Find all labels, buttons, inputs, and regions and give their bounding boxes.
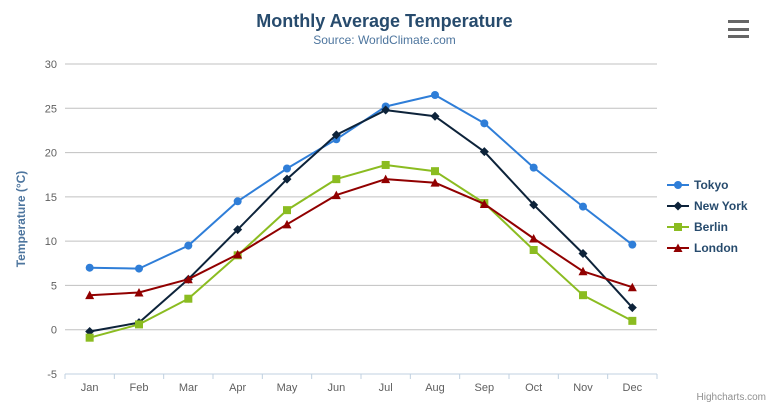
- data-point: [529, 246, 538, 254]
- legend-label: New York: [694, 198, 748, 213]
- data-point: [627, 282, 637, 292]
- legend: Tokyo New York Berlin London: [667, 174, 748, 258]
- highcharts-credits-link[interactable]: Highcharts.com: [696, 392, 766, 403]
- data-point: [135, 320, 143, 329]
- data-point: [183, 274, 193, 284]
- data-point: [529, 163, 538, 172]
- legend-marker-diamond-icon: [667, 201, 689, 210]
- data-point: [85, 290, 95, 300]
- legend-label: Berlin: [694, 219, 729, 234]
- svg-text:20: 20: [45, 148, 57, 160]
- data-point: [529, 233, 539, 243]
- data-point: [331, 130, 341, 140]
- svg-text:Aug: Aug: [425, 382, 445, 394]
- data-point: [282, 219, 292, 229]
- svg-text:Apr: Apr: [229, 382, 246, 394]
- data-point: [381, 105, 391, 115]
- legend-label: Tokyo: [694, 177, 729, 192]
- legend-item-london[interactable]: London: [667, 237, 748, 258]
- data-point: [430, 111, 440, 121]
- svg-text:30: 30: [45, 59, 57, 71]
- legend-marker-circle-icon: [667, 180, 689, 189]
- data-point: [233, 197, 242, 206]
- legend-marker-triangle-icon: [667, 243, 689, 252]
- export-menu-button[interactable]: [728, 20, 749, 38]
- data-point: [529, 200, 539, 210]
- legend-item-berlin[interactable]: Berlin: [667, 216, 748, 237]
- data-point: [233, 225, 243, 235]
- legend-item-new-york[interactable]: New York: [667, 195, 748, 216]
- svg-text:Jun: Jun: [327, 382, 345, 394]
- x-axis-labels: Jan Feb Mar Apr May Jun Jul Aug Sep Oct Nov Dec: [81, 382, 643, 394]
- data-point: [579, 202, 587, 211]
- series-new-york: [85, 105, 637, 336]
- y-gridlines: [65, 63, 657, 331]
- y-axis-title: Temperature (°C): [14, 170, 28, 268]
- svg-text:5: 5: [51, 280, 57, 292]
- data-point: [479, 147, 489, 157]
- data-point: [431, 91, 439, 99]
- hamburger-icon-bar: [728, 35, 749, 38]
- svg-text:Jan: Jan: [81, 382, 99, 394]
- data-point: [134, 288, 144, 297]
- data-point: [85, 333, 94, 342]
- legend-label: London: [694, 240, 738, 255]
- data-point: [431, 167, 439, 176]
- series-london: [85, 174, 637, 300]
- data-point: [479, 199, 489, 208]
- data-point: [282, 174, 292, 184]
- data-point: [332, 175, 341, 184]
- data-point: [578, 266, 588, 276]
- chart-subtitle: Source: WorldClimate.com: [313, 33, 456, 47]
- svg-text:Sep: Sep: [475, 382, 495, 394]
- legend-marker-square-icon: [667, 222, 689, 231]
- data-point: [135, 264, 143, 273]
- svg-text:Feb: Feb: [130, 382, 149, 394]
- svg-text:25: 25: [45, 103, 57, 115]
- svg-text:Dec: Dec: [623, 382, 643, 394]
- svg-text:10: 10: [45, 236, 57, 248]
- data-point: [331, 190, 341, 200]
- legend-item-tokyo[interactable]: Tokyo: [667, 174, 748, 195]
- hamburger-icon-bar: [728, 27, 749, 31]
- chart-title: Monthly Average Temperature: [256, 11, 513, 31]
- data-point: [628, 240, 637, 249]
- svg-text:Nov: Nov: [573, 382, 593, 394]
- data-point: [184, 241, 193, 250]
- svg-text:Mar: Mar: [179, 382, 198, 394]
- data-point: [381, 160, 390, 169]
- svg-text:Oct: Oct: [525, 382, 542, 394]
- series-tokyo: [85, 91, 637, 273]
- data-point: [283, 206, 291, 215]
- hamburger-icon-bar: [728, 20, 749, 23]
- data-point: [283, 164, 291, 173]
- y-axis-labels: -5 0 5 10 15 20 25 30: [45, 59, 57, 381]
- data-point: [430, 178, 440, 187]
- data-point: [233, 249, 243, 259]
- x-axis: [64, 373, 658, 379]
- data-point: [381, 174, 391, 184]
- svg-text:15: 15: [45, 192, 57, 204]
- data-point: [628, 316, 637, 325]
- svg-text:0: 0: [51, 325, 57, 337]
- data-point: [85, 263, 94, 272]
- svg-text:Jul: Jul: [379, 382, 393, 394]
- data-point: [627, 303, 637, 313]
- svg-text:May: May: [277, 382, 298, 394]
- data-point: [184, 294, 193, 303]
- data-point: [480, 119, 489, 128]
- svg-text:-5: -5: [47, 369, 57, 381]
- data-point: [579, 291, 587, 300]
- data-point: [578, 249, 588, 259]
